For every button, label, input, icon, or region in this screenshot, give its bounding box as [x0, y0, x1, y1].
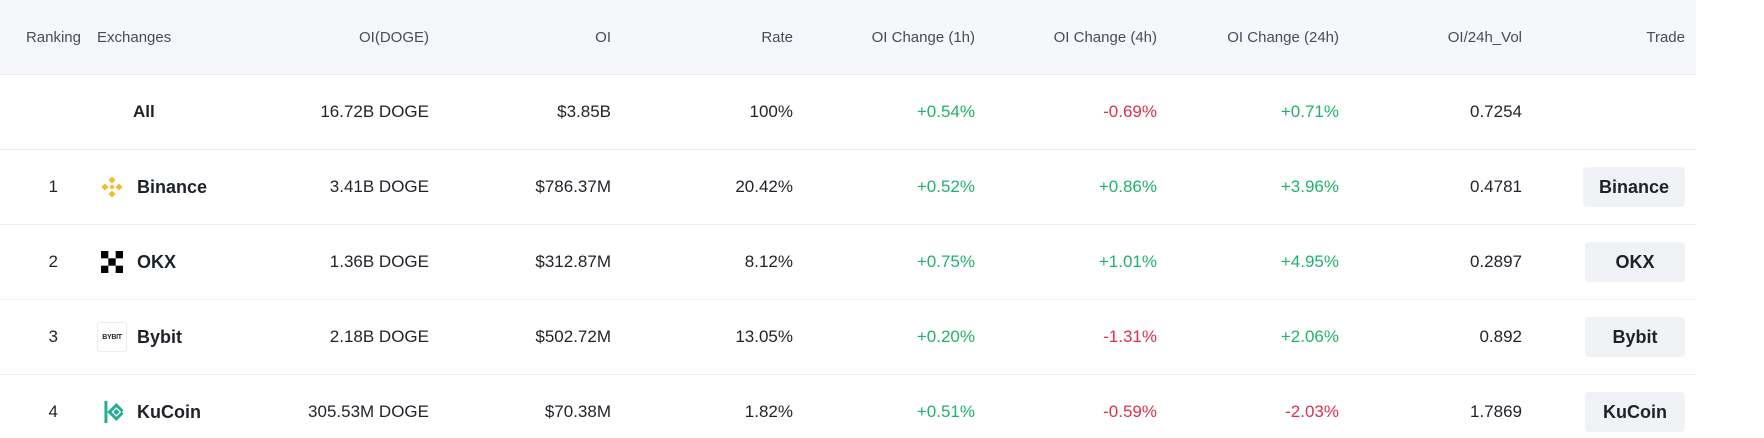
oi-change-24h: +2.06% — [1280, 327, 1339, 346]
trade-okx-button[interactable]: OKX — [1585, 242, 1685, 282]
header-oi-change-4h[interactable]: OI Change (4h) — [1053, 28, 1157, 46]
table-row: 4 KuCoin 305.53M DOGE $70.38M 1.82% +0.5… — [0, 375, 1696, 438]
oi-24h-vol: 1.7869 — [1470, 402, 1522, 421]
oi-change-24h: +3.96% — [1280, 177, 1339, 196]
trade-binance-button[interactable]: Binance — [1582, 167, 1685, 207]
oi-value: $312.87M — [535, 252, 611, 271]
trade-kucoin-button[interactable]: KuCoin — [1585, 392, 1685, 432]
oi-change-1h: +0.20% — [916, 327, 975, 346]
header-rate[interactable]: Rate — [761, 28, 793, 46]
table-row: 3 BYBIT Bybit 2.18B DOGE $502.72M 13.05%… — [0, 300, 1696, 375]
summary-oi-change-1h: +0.54% — [916, 102, 975, 121]
exchange-cell[interactable]: BYBIT Bybit — [97, 300, 257, 374]
trade-bybit-button[interactable]: Bybit — [1585, 317, 1685, 357]
oi-change-1h: +0.51% — [916, 402, 975, 421]
open-interest-table: Ranking Exchanges OI(DOGE) OI Rate OI Ch… — [0, 0, 1696, 438]
oi-change-4h: +0.86% — [1098, 177, 1157, 196]
table-row: 1 Binance 3.41B DOGE $786.37M 20.42% +0.… — [0, 150, 1696, 225]
oi-change-1h: +0.52% — [916, 177, 975, 196]
header-oi-change-24h[interactable]: OI Change (24h) — [1227, 28, 1339, 46]
rate: 8.12% — [744, 252, 793, 271]
oi-change-4h: -1.31% — [1103, 327, 1157, 346]
trade-cell: Binance — [1540, 150, 1685, 224]
oi-24h-vol: 0.4781 — [1470, 177, 1522, 196]
oi-doge: 3.41B DOGE — [329, 177, 429, 196]
binance-logo-icon — [97, 172, 127, 202]
exchange-cell[interactable]: OKX — [97, 225, 257, 299]
oi-change-1h: +0.75% — [916, 252, 975, 271]
trade-cell: Bybit — [1540, 300, 1685, 374]
exchange-cell[interactable]: KuCoin — [97, 375, 257, 438]
header-trade: Trade — [1646, 28, 1685, 46]
summary-rate: 100% — [749, 102, 793, 121]
summary-oi-change-24h: +0.71% — [1280, 102, 1339, 121]
oi-doge: 2.18B DOGE — [329, 327, 429, 346]
exchange-name: Binance — [137, 176, 208, 197]
oi-value: $786.37M — [535, 177, 611, 196]
oi-24h-vol: 0.892 — [1479, 327, 1522, 346]
header-oi[interactable]: OI — [595, 28, 611, 46]
rate: 13.05% — [735, 327, 793, 346]
oi-change-4h: -0.59% — [1103, 402, 1157, 421]
oi-change-24h: -2.03% — [1285, 402, 1339, 421]
table-header: Ranking Exchanges OI(DOGE) OI Rate OI Ch… — [0, 0, 1696, 75]
rank: 2 — [48, 252, 58, 271]
summary-oi-change-4h: -0.69% — [1103, 102, 1157, 121]
table-row: 2 OKX 1.36B DOGE $312.87M 8.12% +0.75% +… — [0, 225, 1696, 300]
header-oi-24h-vol[interactable]: OI/24h_Vol — [1447, 28, 1522, 46]
oi-doge: 305.53M DOGE — [308, 402, 429, 421]
trade-cell: OKX — [1540, 225, 1685, 299]
summary-label-text: All — [133, 102, 155, 121]
bybit-logo-text: BYBIT — [102, 333, 122, 341]
kucoin-logo-icon — [97, 397, 127, 427]
rate: 1.82% — [744, 402, 793, 421]
rank: 4 — [48, 402, 58, 421]
exchange-cell[interactable]: Binance — [97, 150, 257, 224]
bybit-logo-icon: BYBIT — [97, 322, 127, 352]
exchange-name: KuCoin — [137, 401, 201, 422]
summary-oi-24h-vol: 0.7254 — [1470, 102, 1522, 121]
oi-value: $502.72M — [535, 327, 611, 346]
oi-24h-vol: 0.2897 — [1470, 252, 1522, 271]
rank: 1 — [48, 177, 58, 196]
rate: 20.42% — [735, 177, 793, 196]
exchange-name: Bybit — [137, 326, 182, 347]
exchange-name: OKX — [137, 251, 177, 272]
table-row-summary: All 16.72B DOGE $3.85B 100% +0.54% -0.69… — [0, 75, 1696, 150]
oi-change-24h: +4.95% — [1280, 252, 1339, 271]
header-oi-change-1h[interactable]: OI Change (1h) — [871, 28, 975, 46]
header-exchanges[interactable]: Exchanges — [97, 28, 172, 46]
oi-value: $70.38M — [544, 402, 611, 421]
oi-doge: 1.36B DOGE — [329, 252, 429, 271]
rank: 3 — [48, 327, 58, 346]
summary-label: All — [97, 75, 257, 149]
oi-change-4h: +1.01% — [1098, 252, 1157, 271]
summary-oi: $3.85B — [557, 102, 611, 121]
okx-logo-icon — [97, 247, 127, 277]
header-oi-doge[interactable]: OI(DOGE) — [359, 28, 429, 46]
header-ranking[interactable]: Ranking — [25, 28, 81, 46]
trade-cell: KuCoin — [1540, 375, 1685, 438]
summary-oi-doge: 16.72B DOGE — [320, 102, 429, 121]
